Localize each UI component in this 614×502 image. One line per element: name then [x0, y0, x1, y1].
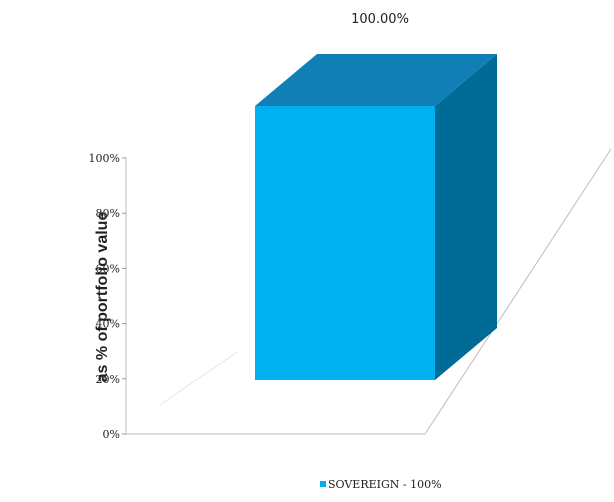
- legend: SOVEREIGN - 100%: [320, 478, 442, 491]
- floor-back-edge: [159, 351, 238, 406]
- floor-edge: [126, 148, 612, 435]
- y-tick-label: 80%: [96, 207, 120, 220]
- bar-sovereign: [255, 106, 435, 380]
- y-tick-label: 40%: [96, 318, 120, 331]
- y-tick-label: 20%: [96, 373, 120, 386]
- y-tick-label: 100%: [89, 152, 120, 165]
- legend-label: SOVEREIGN - 100%: [328, 478, 442, 491]
- legend-swatch: [320, 481, 326, 487]
- bar-side-face: [435, 54, 497, 380]
- y-axis-title: as % of portfolio value: [94, 212, 111, 383]
- bar-series: 100.00%: [255, 12, 497, 380]
- bar-data-label: 100.00%: [351, 12, 409, 27]
- y-tick-label: 60%: [96, 262, 120, 275]
- bar-top-face: [255, 54, 497, 106]
- y-tick-label: 0%: [103, 428, 120, 441]
- chart-floor: [126, 148, 612, 435]
- y-axis: 0% 20% 40% 60% 80% 100%: [89, 152, 127, 441]
